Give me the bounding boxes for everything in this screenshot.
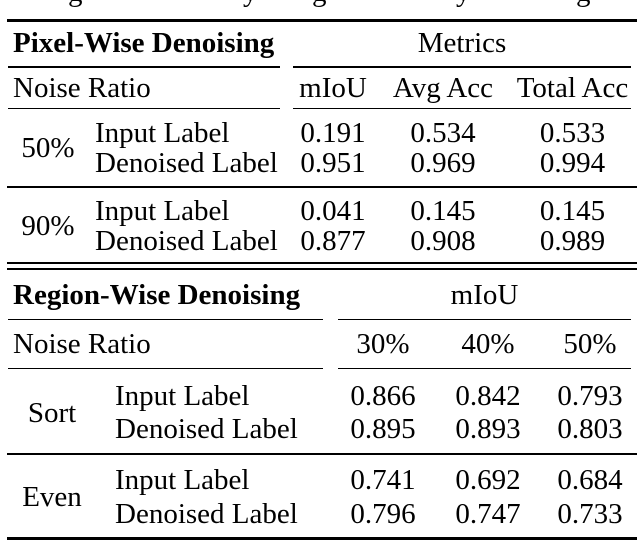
row-label: Input Label — [115, 464, 250, 496]
row-header: Noise Ratio — [13, 328, 151, 360]
metric-value: 0.793 — [557, 380, 623, 412]
row-label: Input Label — [95, 117, 230, 149]
row-label: Denoised Label — [115, 413, 298, 445]
cmidrule-left — [8, 318, 323, 320]
metric-value: 0.191 — [300, 117, 366, 149]
row-label: Denoised Label — [115, 498, 298, 530]
metric-value: 0.041 — [300, 195, 366, 227]
metric-value: 0.866 — [350, 380, 416, 412]
group-label: Sort — [27, 397, 77, 429]
metric-value: 0.747 — [455, 498, 521, 530]
metric-value: 0.534 — [410, 117, 476, 149]
metric-value: 0.684 — [557, 464, 623, 496]
column-header: 40% — [461, 328, 515, 360]
caption-glyph: g — [68, 0, 83, 7]
row-header: Noise Ratio — [13, 72, 151, 104]
column-header: Avg Acc — [392, 72, 494, 104]
double-rule-top — [7, 261, 637, 264]
caption-glyph: y — [243, 0, 258, 7]
metric-value: 0.989 — [539, 225, 606, 257]
cmidrule-left — [8, 107, 280, 109]
metric-value: 0.803 — [557, 413, 623, 445]
span-header: mIoU — [450, 279, 519, 311]
metric-value: 0.994 — [539, 147, 606, 179]
metric-value: 0.895 — [350, 413, 416, 445]
metric-value: 0.145 — [539, 195, 606, 227]
row-label: Denoised Label — [95, 147, 278, 179]
caption-glyph: y — [456, 0, 471, 7]
cmidrule-right — [338, 367, 631, 369]
metric-value: 0.877 — [300, 225, 366, 257]
group-label: Even — [22, 481, 82, 513]
metric-value: 0.145 — [410, 195, 476, 227]
column-header: Total Acc — [516, 72, 629, 104]
metric-value: 0.951 — [300, 147, 366, 179]
caption-glyph: g — [576, 0, 591, 7]
row-label: Input Label — [95, 195, 230, 227]
row-label: Input Label — [115, 380, 250, 412]
group-label: 90% — [21, 210, 75, 242]
bottomrule — [7, 537, 637, 540]
metric-value: 0.908 — [410, 225, 476, 257]
metric-value: 0.842 — [455, 380, 521, 412]
span-header: Metrics — [417, 27, 507, 59]
caption-fragment: g y g y g — [0, 0, 640, 13]
metric-value: 0.533 — [539, 117, 606, 149]
section-title: Pixel-Wise Denoising — [13, 27, 275, 59]
cmidrule-right — [293, 66, 631, 68]
metric-value: 0.733 — [557, 498, 623, 530]
cmidrule-left — [8, 66, 280, 68]
column-header: 30% — [356, 328, 410, 360]
cmidrule-right — [338, 318, 631, 320]
metric-value: 0.969 — [410, 147, 476, 179]
caption-glyph: g — [312, 0, 327, 7]
cmidrule-right — [293, 107, 631, 109]
cmidrule-left — [8, 367, 323, 369]
row-label: Denoised Label — [95, 225, 278, 257]
double-rule-bottom — [7, 267, 637, 270]
column-header: mIoU — [299, 72, 367, 104]
midrule — [7, 185, 637, 188]
column-header: 50% — [563, 328, 617, 360]
metric-value: 0.741 — [350, 464, 416, 496]
metric-value: 0.893 — [455, 413, 521, 445]
metric-value: 0.796 — [350, 498, 416, 530]
section-title: Region-Wise Denoising — [13, 279, 301, 311]
midrule — [7, 452, 637, 455]
group-label: 50% — [21, 132, 75, 164]
toprule — [7, 19, 637, 22]
metric-value: 0.692 — [455, 464, 521, 496]
